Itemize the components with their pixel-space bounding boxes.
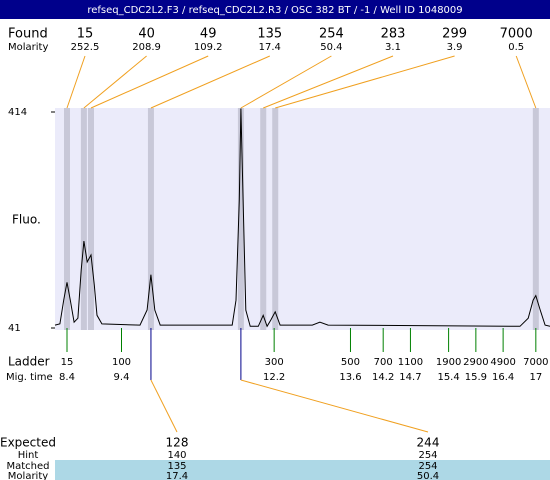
- found-molarity: 109.2: [194, 42, 223, 53]
- ladder-time: 14.7: [399, 372, 421, 383]
- trace: [54, 108, 550, 328]
- found-label: Found: [8, 27, 48, 42]
- plot-area: [55, 108, 550, 330]
- y-tick-label: 41: [8, 323, 21, 334]
- y-label: Fluo.: [12, 213, 41, 227]
- found-size: 49: [200, 27, 217, 42]
- found-size: 283: [381, 27, 406, 42]
- mig-time-label: Mig. time: [6, 372, 53, 383]
- peak-band: [63, 108, 70, 330]
- peak-band: [80, 108, 87, 330]
- found-molarity: 50.4: [320, 42, 342, 53]
- ladder-size: 100: [112, 357, 131, 368]
- peak-band: [237, 108, 244, 330]
- peak-connector: [83, 55, 147, 109]
- ladder-size: 4900: [490, 357, 515, 368]
- exp-molarity-label: Molarity: [8, 471, 48, 480]
- found-molarity: 252.5: [71, 42, 100, 53]
- found-molarity: 3.1: [385, 42, 401, 53]
- y-tick-label: 414: [8, 107, 27, 118]
- found-size: 15: [77, 27, 94, 42]
- ladder-time: 17: [529, 372, 542, 383]
- molarity-label: Molarity: [8, 42, 48, 53]
- peak-connector: [240, 55, 332, 109]
- ladder-label: Ladder: [8, 355, 50, 369]
- hint-label: Hint: [18, 450, 39, 461]
- molarity-value: 17.4: [166, 471, 188, 480]
- matched-label: Matched: [6, 461, 49, 472]
- title-bar: [0, 0, 550, 19]
- peak-connector: [263, 55, 394, 109]
- peak-band: [272, 108, 279, 330]
- ladder-size: 700: [374, 357, 393, 368]
- expected-connector: [240, 379, 429, 433]
- peak-band: [87, 108, 94, 330]
- ladder-size: 1100: [398, 357, 423, 368]
- peak-connector: [90, 55, 209, 109]
- ladder-time: 15.9: [465, 372, 487, 383]
- found-molarity: 208.9: [132, 42, 161, 53]
- peak-connector: [150, 55, 271, 109]
- ladder-size: 1900: [436, 357, 461, 368]
- matched-value: 135: [167, 461, 186, 472]
- peak-band: [147, 108, 154, 330]
- found-molarity: 17.4: [259, 42, 281, 53]
- expected-size: 128: [166, 436, 189, 450]
- ladder-time: 13.6: [339, 372, 361, 383]
- ladder-time: 15.4: [437, 372, 459, 383]
- peak-band: [532, 108, 539, 330]
- found-size: 40: [138, 27, 155, 42]
- ladder-size: 300: [265, 357, 284, 368]
- found-molarity: 3.9: [447, 42, 463, 53]
- ladder-time: 12.2: [263, 372, 285, 383]
- peak-connector: [275, 55, 455, 109]
- hint-value: 140: [167, 450, 186, 461]
- molarity-value: 50.4: [417, 471, 439, 480]
- found-size: 7000: [500, 27, 533, 42]
- found-size: 254: [319, 27, 344, 42]
- ladder-size: 7000: [523, 357, 548, 368]
- ladder-size: 500: [341, 357, 360, 368]
- ladder-time: 16.4: [492, 372, 514, 383]
- ladder-time: 8.4: [59, 372, 75, 383]
- ladder-size: 15: [61, 357, 74, 368]
- hint-value: 254: [418, 450, 437, 461]
- found-size: 135: [257, 27, 282, 42]
- peak-band: [260, 108, 267, 330]
- peak-connector: [515, 55, 537, 109]
- matched-band: [55, 460, 550, 480]
- ladder-time: 14.2: [372, 372, 394, 383]
- expected-size: 244: [417, 436, 440, 450]
- ladder-time: 9.4: [114, 372, 130, 383]
- title: refseq_CDC2L2.F3 / refseq_CDC2L2.R3 / OS…: [87, 5, 462, 16]
- found-molarity: 0.5: [508, 42, 524, 53]
- found-size: 299: [442, 27, 467, 42]
- ladder-size: 2900: [463, 357, 488, 368]
- expected-label: Expected: [0, 436, 56, 450]
- peak-connector: [66, 55, 86, 109]
- expected-connector: [150, 379, 178, 433]
- matched-value: 254: [418, 461, 437, 472]
